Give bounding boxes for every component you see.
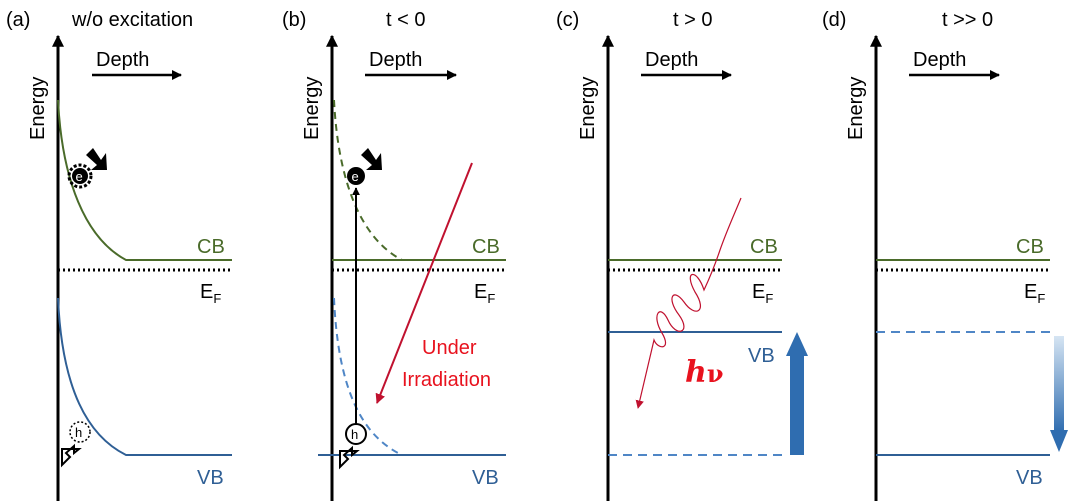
electron-motion-arrow <box>86 148 107 170</box>
panel-tag: (d) <box>822 9 846 31</box>
hole-motion-arrow <box>339 445 360 470</box>
depth-axis-label: Depth <box>369 49 422 71</box>
ef-label: EF <box>200 281 221 306</box>
conduction-band <box>57 99 232 261</box>
conduction-band-dashed <box>333 99 403 261</box>
depth-axis-label: Depth <box>645 49 698 71</box>
panel-tag: (b) <box>282 9 306 31</box>
irradiation-label-line2: Irradiation <box>402 369 491 391</box>
depth-axis-label: Depth <box>913 49 966 71</box>
panel-c: (c) t > 0 Energy Depth CB EF VB hν <box>556 9 808 501</box>
photon-wave-arrow <box>635 197 742 409</box>
panel-title: w/o excitation <box>71 9 193 31</box>
panel-title: t < 0 <box>386 9 425 31</box>
energy-axis-label: Energy <box>577 77 599 140</box>
vb-label: VB <box>748 345 775 367</box>
hole <box>69 421 91 443</box>
vb-label: VB <box>1016 467 1043 489</box>
cb-label: CB <box>472 236 500 258</box>
cb-label: CB <box>750 236 778 258</box>
cb-label: CB <box>197 236 225 258</box>
irradiation-arrow <box>375 162 473 404</box>
panel-d: (d) t >> 0 Energy Depth CB EF VB <box>822 9 1068 501</box>
vb-shift-arrow-head <box>786 332 808 356</box>
hole-motion-arrow <box>61 443 82 468</box>
hole-label: h <box>75 425 82 440</box>
panel-a: (a) w/o excitation Energy Depth CB EF VB… <box>6 9 232 501</box>
panel-title: t >> 0 <box>942 9 993 31</box>
electron-label: e <box>352 169 359 184</box>
panel-title: t > 0 <box>673 9 712 31</box>
energy-axis-label: Energy <box>27 77 49 140</box>
panel-b: (b) t < 0 Energy Depth CB EF VB e h Unde… <box>282 9 506 501</box>
ef-label: EF <box>1024 281 1045 306</box>
hole-label: h <box>351 427 358 442</box>
panel-tag: (c) <box>556 9 579 31</box>
electron <box>347 167 365 185</box>
electron <box>72 168 88 184</box>
cb-label: CB <box>1016 236 1044 258</box>
vb-shift-arrow-shaft <box>790 355 804 455</box>
valence-band-dashed <box>333 297 403 456</box>
electron-motion-arrow <box>361 148 382 170</box>
photon-energy-label: hν <box>685 355 723 390</box>
vb-label: VB <box>197 467 224 489</box>
depth-axis-label: Depth <box>96 49 149 71</box>
vb-relax-arrow-shaft <box>1054 336 1064 432</box>
ef-label: EF <box>752 281 773 306</box>
electron-burst <box>67 163 93 189</box>
vb-relax-arrow-head <box>1050 430 1068 452</box>
energy-axis-label: Energy <box>301 77 323 140</box>
valence-band <box>57 297 232 456</box>
electron-label: e <box>76 169 83 184</box>
ef-label: EF <box>474 281 495 306</box>
energy-axis-label: Energy <box>845 77 867 140</box>
hole <box>345 423 367 445</box>
irradiation-label-line1: Under <box>422 337 477 359</box>
vb-label: VB <box>472 467 499 489</box>
panel-tag: (a) <box>6 9 30 31</box>
